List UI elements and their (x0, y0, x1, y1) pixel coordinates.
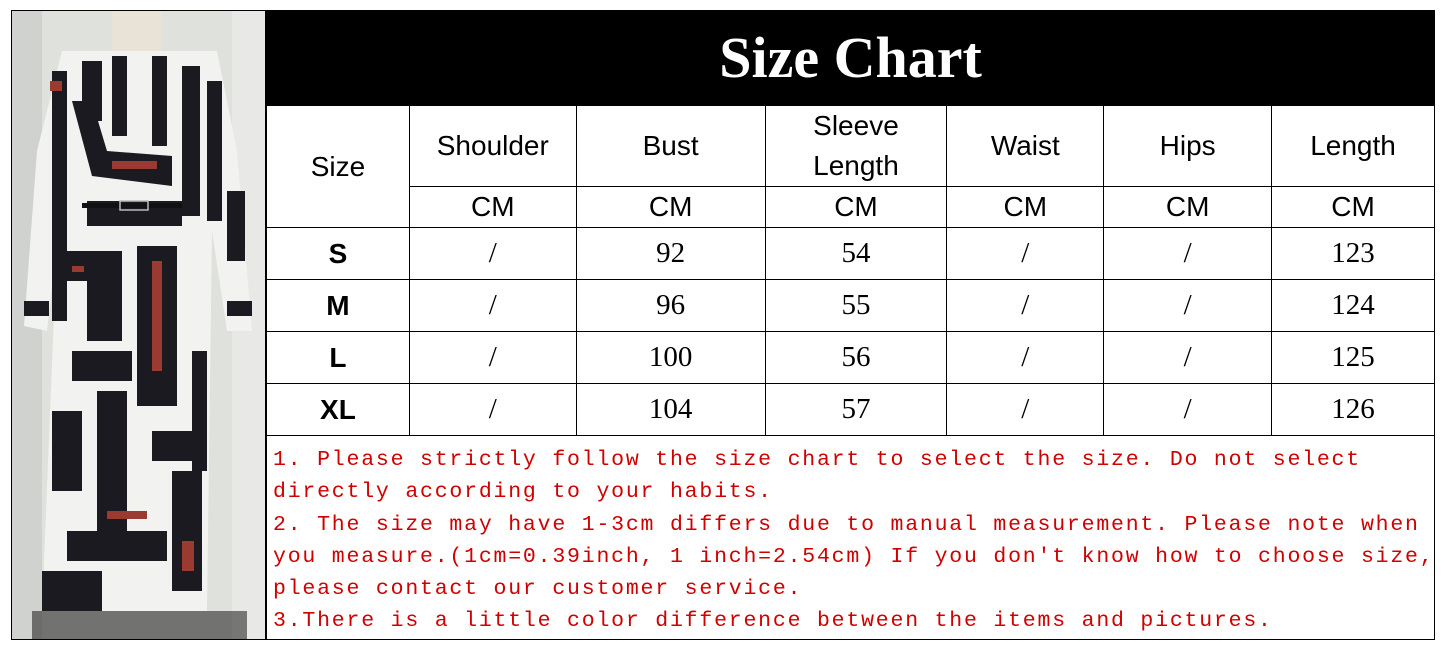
table-row: XL/104 57//126 (266, 383, 1435, 436)
size-label: XL (266, 383, 410, 436)
note-line: please contact our customer service. (273, 577, 803, 602)
measurement-cell: 100 (575, 331, 766, 384)
measurement-cell: / (946, 279, 1105, 332)
note-line: 1. Please strictly follow the size chart… (273, 448, 1361, 472)
measurement-cell: 92 (575, 227, 766, 280)
unit-cell: CM (408, 186, 577, 228)
measurement-cell: 57 (764, 383, 948, 436)
measurement-cell: 126 (1271, 383, 1435, 436)
measurement-cell: / (1103, 331, 1273, 384)
note-line: you measure.(1cm=0.39inch, 1 inch=2.54cm… (273, 544, 1435, 569)
measurement-cell: / (408, 331, 577, 384)
header-row: Size Shoulder Bust Sleeve Length Waist H… (266, 105, 1435, 228)
notes: 1. Please strictly follow the size chart… (266, 434, 1435, 640)
measurement-cell: / (1103, 383, 1273, 436)
measurement-cell: 123 (1271, 227, 1435, 280)
table-row: M/96 55//124 (266, 279, 1435, 332)
note-line: 2. The size may have 1-3cm differs due t… (273, 512, 1420, 537)
note-line: 3.There is a little color difference bet… (273, 609, 1273, 634)
header-bust: Bust (575, 105, 766, 187)
unit-cell: CM (575, 186, 766, 228)
size-label: L (266, 331, 410, 384)
header-shoulder: Shoulder (408, 105, 577, 187)
measurement-cell: / (1103, 279, 1273, 332)
unit-row: CM CM CM CM CM CM (267, 186, 1435, 228)
header-length: Length (1271, 105, 1435, 187)
product-photo-dress (11, 10, 266, 640)
measurement-cell: / (1103, 227, 1273, 280)
table-row: S/92 54//123 (266, 227, 1435, 280)
measurement-cell: 104 (575, 383, 766, 436)
measurement-cell: / (408, 383, 577, 436)
measurement-cell: 54 (764, 227, 948, 280)
size-label: S (266, 227, 410, 280)
table-row: L/100 56//125 (266, 331, 1435, 384)
measurement-cell: 96 (575, 279, 766, 332)
unit-cell: CM (1271, 186, 1435, 228)
note-line: directly according to your habits. (273, 480, 773, 505)
measurement-cell: 55 (764, 279, 948, 332)
size-chart-title: Size Chart (266, 10, 1435, 105)
measurement-cell: / (408, 227, 577, 280)
size-label: M (266, 279, 410, 332)
unit-cell: CM (1103, 186, 1273, 228)
header-sleeve-length: Sleeve Length (764, 105, 948, 187)
measurement-cell: / (408, 279, 577, 332)
measurement-cell: / (946, 227, 1105, 280)
header-hips: Hips (1103, 105, 1273, 187)
size-table: Size Shoulder Bust Sleeve Length Waist H… (266, 105, 1435, 436)
measurement-cell: 125 (1271, 331, 1435, 384)
header-size: Size (266, 105, 410, 228)
unit-cell: CM (764, 186, 948, 228)
header-waist: Waist (946, 105, 1105, 187)
measurement-cell: / (946, 331, 1105, 384)
measurement-cell: 56 (764, 331, 948, 384)
measurement-cell: 124 (1271, 279, 1435, 332)
header-sleeve-length-text: Sleeve Length (813, 110, 899, 181)
measurement-cell: / (946, 383, 1105, 436)
unit-cell: CM (946, 186, 1105, 228)
